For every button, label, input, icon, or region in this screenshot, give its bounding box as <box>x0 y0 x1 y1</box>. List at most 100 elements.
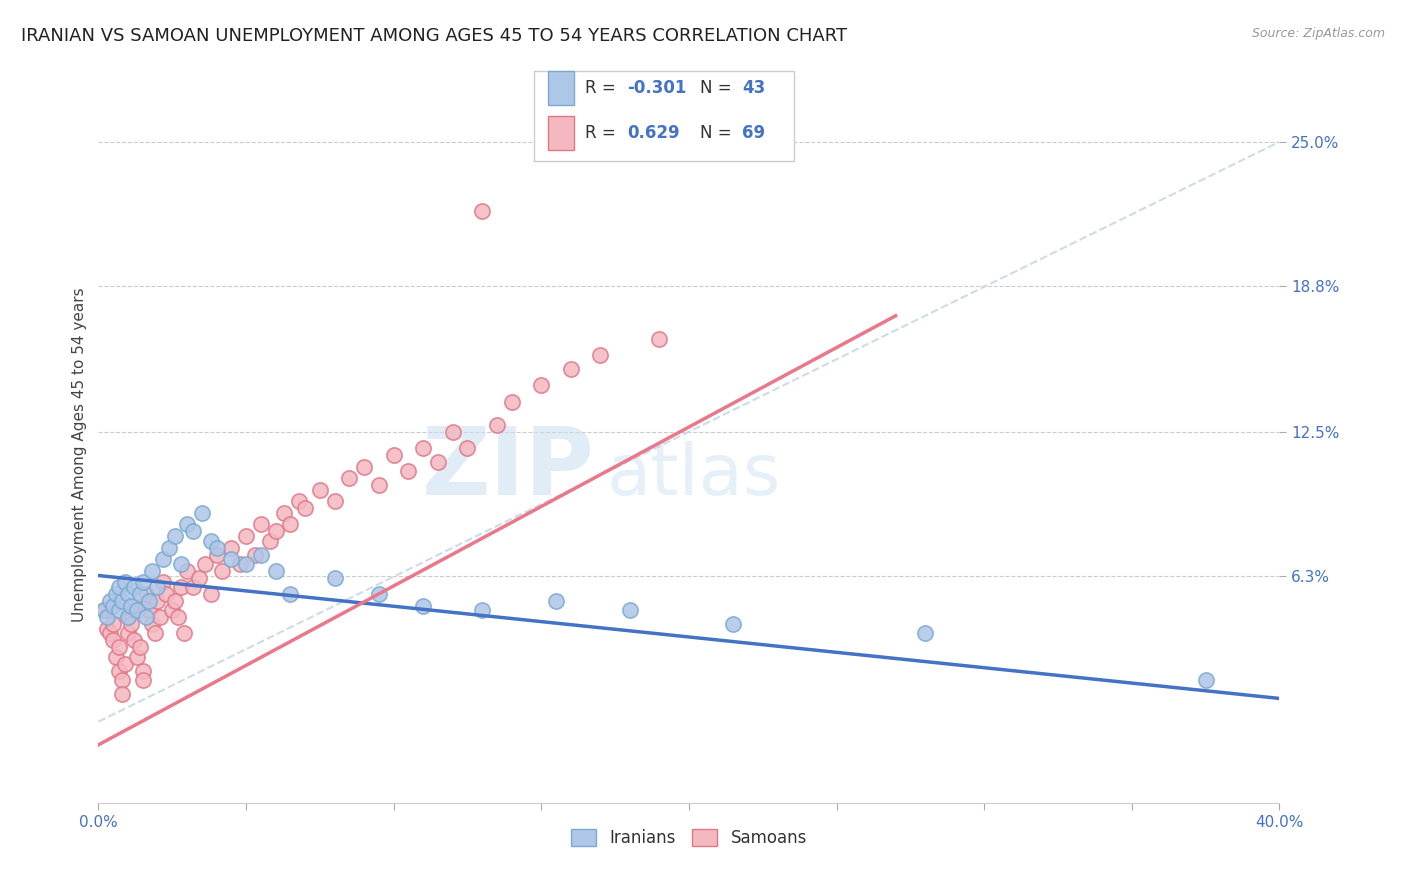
Text: N =: N = <box>700 79 737 97</box>
Point <box>103 633 125 648</box>
Point <box>273 506 295 520</box>
Point <box>200 533 222 548</box>
Point <box>648 332 671 346</box>
Point <box>264 524 287 539</box>
Legend: Iranians, Samoans: Iranians, Samoans <box>564 822 814 854</box>
Point <box>170 557 193 571</box>
Text: R =: R = <box>585 79 621 97</box>
Point <box>111 673 134 687</box>
Point <box>471 204 494 219</box>
Point <box>353 459 375 474</box>
Point <box>323 571 346 585</box>
Point <box>138 594 160 608</box>
Point <box>181 524 204 539</box>
Text: ZIP: ZIP <box>422 423 595 515</box>
Point <box>135 587 157 601</box>
Point <box>181 580 204 594</box>
Point <box>125 649 148 664</box>
Point <box>441 425 464 439</box>
Point <box>589 348 612 362</box>
Point <box>412 441 434 455</box>
Point <box>501 394 523 409</box>
Point <box>294 501 316 516</box>
Point <box>471 603 494 617</box>
Point <box>200 587 222 601</box>
Point <box>141 617 163 632</box>
Point <box>122 599 145 613</box>
Point <box>149 610 172 624</box>
Point <box>382 448 405 462</box>
Point <box>235 557 257 571</box>
Text: atlas: atlas <box>606 442 780 510</box>
Point <box>235 529 257 543</box>
Point <box>165 529 187 543</box>
Point <box>250 517 273 532</box>
Point <box>176 564 198 578</box>
Point <box>132 575 155 590</box>
Point <box>243 548 266 562</box>
Point <box>619 603 641 617</box>
Point <box>108 580 131 594</box>
Point <box>165 594 187 608</box>
Point <box>117 626 139 640</box>
Point <box>132 673 155 687</box>
Point <box>229 557 252 571</box>
Point <box>108 664 131 678</box>
Point <box>105 587 128 601</box>
Point <box>173 626 195 640</box>
Point <box>560 362 582 376</box>
Point <box>108 603 131 617</box>
Point <box>93 603 115 617</box>
Point <box>546 594 568 608</box>
Point <box>486 417 509 432</box>
Point <box>141 564 163 578</box>
Point <box>176 517 198 532</box>
Point <box>288 494 311 508</box>
Text: Source: ZipAtlas.com: Source: ZipAtlas.com <box>1251 27 1385 40</box>
Point <box>128 587 150 601</box>
Point <box>117 610 139 624</box>
Point <box>117 587 139 601</box>
Point <box>398 464 420 478</box>
Y-axis label: Unemployment Among Ages 45 to 54 years: Unemployment Among Ages 45 to 54 years <box>72 287 87 623</box>
Point <box>280 517 302 532</box>
Point <box>117 610 139 624</box>
Point <box>98 594 121 608</box>
Point <box>138 603 160 617</box>
Point <box>114 657 136 671</box>
Point <box>146 594 169 608</box>
Point <box>135 610 157 624</box>
Point <box>914 626 936 640</box>
Text: 43: 43 <box>742 79 766 97</box>
Point <box>143 626 166 640</box>
Point <box>187 571 209 585</box>
Point <box>167 610 190 624</box>
Point <box>114 575 136 590</box>
Text: 69: 69 <box>742 124 765 142</box>
Point <box>122 580 145 594</box>
Point <box>96 610 118 624</box>
Text: IRANIAN VS SAMOAN UNEMPLOYMENT AMONG AGES 45 TO 54 YEARS CORRELATION CHART: IRANIAN VS SAMOAN UNEMPLOYMENT AMONG AGE… <box>21 27 848 45</box>
Point <box>205 548 228 562</box>
Point <box>111 594 134 608</box>
Point <box>264 564 287 578</box>
Point <box>152 575 174 590</box>
Point <box>412 599 434 613</box>
Point <box>205 541 228 555</box>
Text: -0.301: -0.301 <box>627 79 686 97</box>
Point <box>152 552 174 566</box>
Point <box>155 587 177 601</box>
Point <box>221 552 243 566</box>
Point <box>162 603 183 617</box>
Point <box>250 548 273 562</box>
Text: 0.629: 0.629 <box>627 124 679 142</box>
Text: N =: N = <box>700 124 737 142</box>
Point <box>339 471 361 485</box>
Point <box>309 483 332 497</box>
Point <box>530 378 553 392</box>
Point <box>125 603 148 617</box>
Point <box>93 603 115 617</box>
Point <box>111 687 134 701</box>
Point <box>723 617 745 632</box>
Point <box>194 557 217 571</box>
